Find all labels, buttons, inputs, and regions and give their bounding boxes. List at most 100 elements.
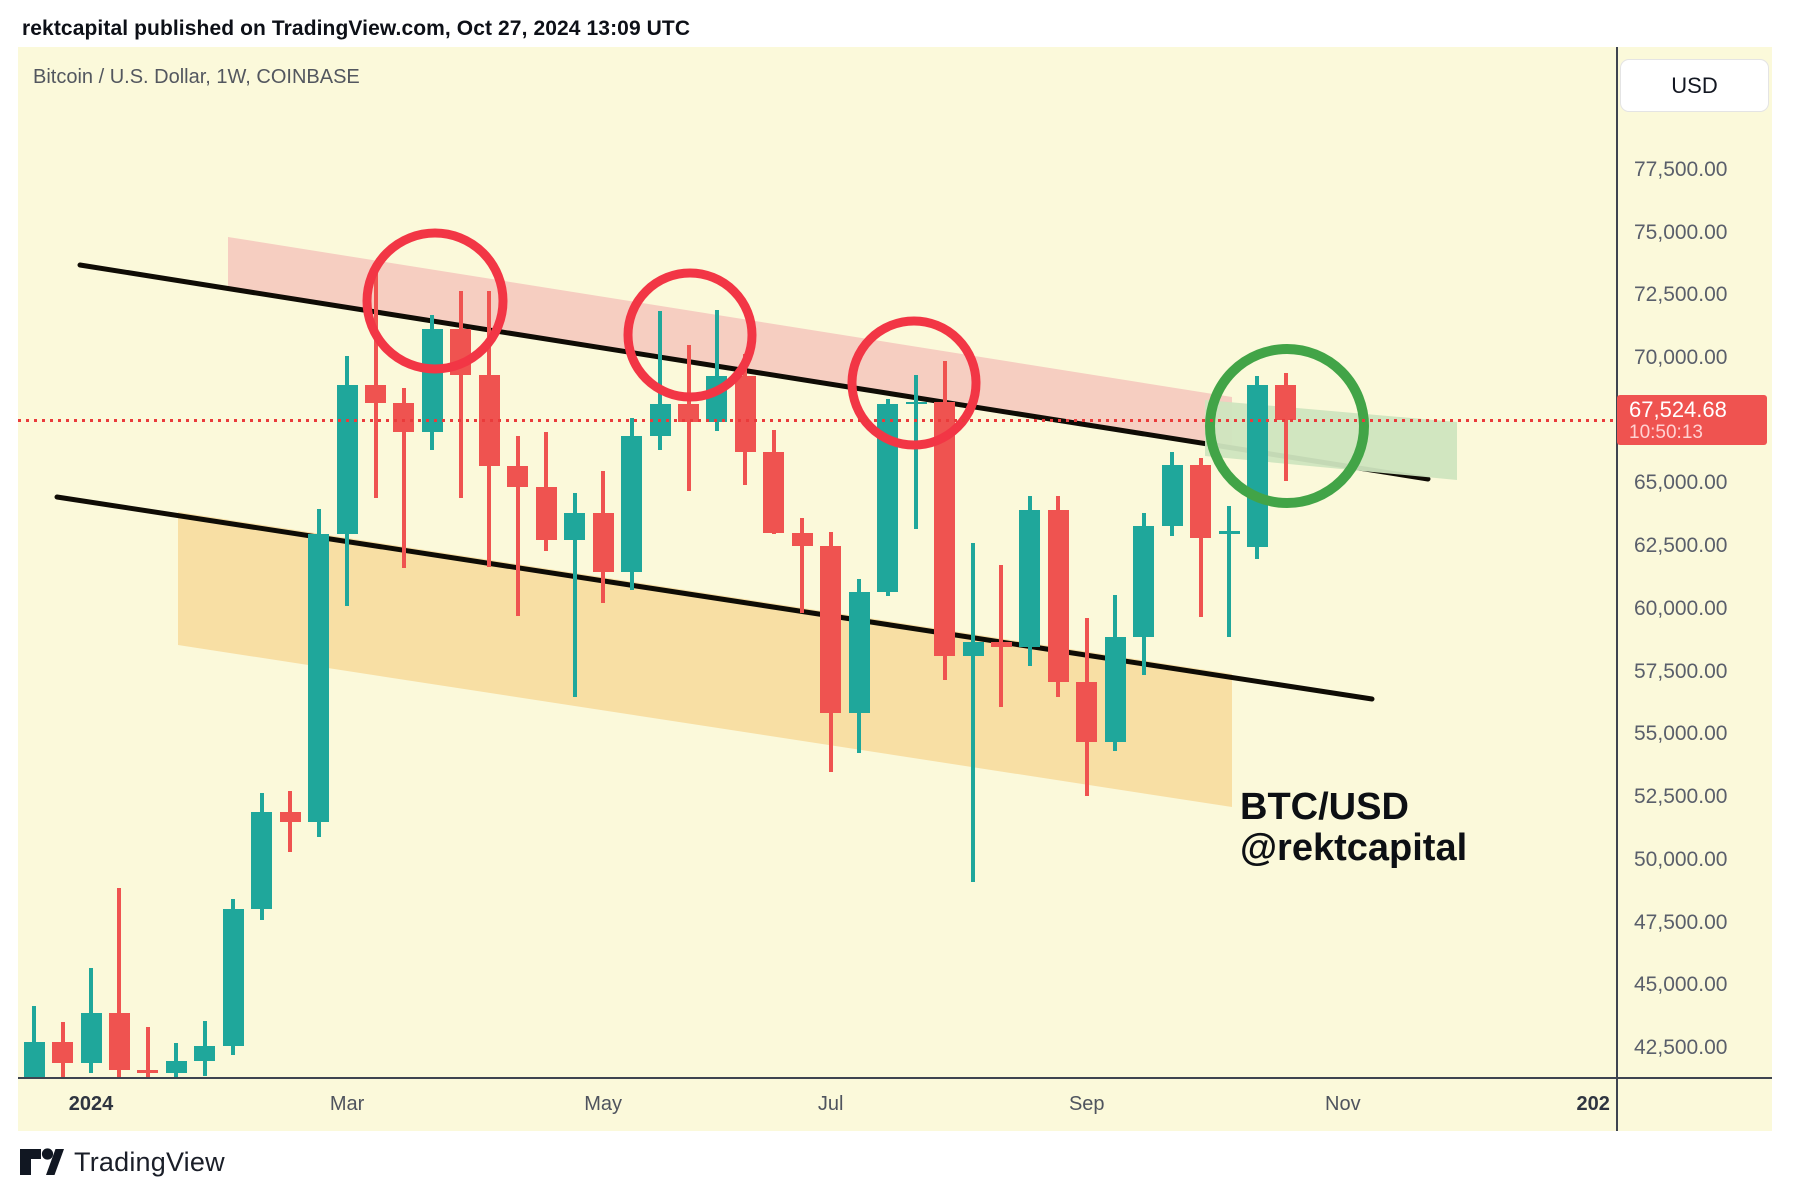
rejection-circle-2 xyxy=(623,268,757,402)
candle-wick-2024-05-20 xyxy=(658,310,662,450)
watermark-symbol: BTC/USD xyxy=(1240,786,1409,828)
price-tick-label: 57,500.00 xyxy=(1634,659,1728,683)
candle-body-2024-04-15 xyxy=(507,466,529,488)
price-tick-label: 47,500.00 xyxy=(1634,910,1728,934)
time-tick-label: Sep xyxy=(1068,1093,1105,1115)
price-tick-label: 62,500.00 xyxy=(1634,534,1728,558)
tradingview-brand-text: TradingView xyxy=(74,1146,225,1177)
last-price-label: 67,524.68 10:50:13 xyxy=(1617,395,1767,446)
watermark-handle: @rektcapital xyxy=(1240,827,1468,869)
candle-wick-2024-01-15 xyxy=(145,1026,150,1077)
candle-body-2024-09-23 xyxy=(1161,465,1183,527)
candle-wick-2024-06-03 xyxy=(714,309,719,431)
tradingview-logo-icon xyxy=(20,1148,64,1175)
tradingview-brand-link[interactable]: TradingView xyxy=(20,1146,225,1178)
candle-body-2024-01-29 xyxy=(194,1046,216,1061)
price-tick-label: 45,000.00 xyxy=(1634,973,1728,997)
candle-body-2024-09-02 xyxy=(1076,682,1098,743)
time-tick-label: Jul xyxy=(817,1093,844,1115)
candle-body-2024-10-14 xyxy=(1246,384,1268,548)
price-axis: 77,500.00 75,000.00 72,500.00 70,000.00 65,0… xyxy=(1618,47,1772,1077)
candle-body-2024-09-16 xyxy=(1133,526,1155,638)
time-tick-label: 2024 xyxy=(68,1093,114,1115)
candle-body-2024-03-11 xyxy=(365,385,386,403)
candle-body-2024-02-26 xyxy=(308,534,330,822)
candle-body-2024-01-01 xyxy=(80,1012,102,1064)
published-header: rektcapital published on TradingView.com… xyxy=(22,17,691,40)
candle-wick-2023-12-18 xyxy=(32,1006,37,1077)
time-axis-separator xyxy=(18,1077,1772,1079)
candle-body-2024-07-01 xyxy=(820,546,842,714)
breakout-circle xyxy=(1205,344,1369,508)
time-tick-label: May xyxy=(584,1093,622,1115)
candle-body-2024-03-04 xyxy=(336,385,358,534)
candle-body-2024-04-29 xyxy=(564,513,586,541)
candle-body-2024-08-26 xyxy=(1047,510,1069,683)
candle-body-2024-05-06 xyxy=(592,513,614,572)
price-tick-label: 70,000.00 xyxy=(1634,346,1728,370)
price-tick-label: 60,000.00 xyxy=(1634,596,1728,620)
candle-body-2024-10-21 xyxy=(1275,384,1297,421)
candle-body-2024-08-12 xyxy=(990,641,1012,648)
chart-title: Bitcoin / U.S. Dollar, 1W, COINBASE xyxy=(33,66,360,88)
candle-wick-2024-04-15 xyxy=(515,435,520,617)
candle-body-2023-12-25 xyxy=(52,1042,73,1064)
candle-wick-2024-03-11 xyxy=(373,263,378,498)
candle-body-2024-09-09 xyxy=(1104,637,1126,743)
candle-wick-2024-01-22 xyxy=(174,1043,179,1077)
candle-body-2024-04-22 xyxy=(535,487,557,541)
candle-wick-2024-08-05 xyxy=(971,543,975,883)
price-axis-separator xyxy=(1616,47,1618,1131)
annotation-circles-layer xyxy=(362,228,1369,508)
candle-body-2024-03-25 xyxy=(421,328,443,432)
time-tick-label: 202 xyxy=(1576,1093,1610,1115)
price-tick-label: 72,500.00 xyxy=(1634,283,1728,307)
channel-lower-trendline xyxy=(54,494,1375,702)
channel-upper-trendline xyxy=(77,262,1431,482)
currency-toggle-button[interactable]: USD xyxy=(1620,59,1769,112)
price-tick-label: 75,000.00 xyxy=(1634,220,1728,244)
price-tick-label: 55,000.00 xyxy=(1634,722,1728,746)
candle-wick-2024-04-29 xyxy=(572,493,577,697)
resistance-zone-band xyxy=(228,237,1232,448)
price-tick-label: 42,500.00 xyxy=(1634,1036,1728,1060)
watermark: BTC/USD @rektcapital xyxy=(1240,787,1467,869)
candle-wick-2024-10-07 xyxy=(1227,506,1231,638)
candle-wick-2024-09-30 xyxy=(1198,458,1203,617)
bar-close-countdown: 10:50:13 xyxy=(1629,421,1703,443)
price-tick-label: 50,000.00 xyxy=(1634,847,1728,871)
candle-body-2024-09-30 xyxy=(1190,465,1211,538)
candle-body-2024-06-24 xyxy=(791,533,813,547)
rejection-circle-3 xyxy=(847,316,981,450)
candle-body-2024-06-17 xyxy=(763,452,785,533)
candle-wick-2024-01-08 xyxy=(117,888,122,1077)
rejection-circle-1 xyxy=(362,228,508,374)
time-tick-label: Mar xyxy=(329,1093,365,1115)
candle-body-2024-07-15 xyxy=(877,404,899,592)
candle-body-2024-10-07 xyxy=(1218,531,1240,534)
chart-panel: BTC/USD @rektcapital Bitcoin / U.S. Doll… xyxy=(18,47,1772,1131)
candle-wick-2024-10-21 xyxy=(1283,372,1288,481)
candle-body-2024-07-08 xyxy=(848,591,870,713)
candle-body-2024-05-13 xyxy=(621,435,642,572)
candlestick-layer xyxy=(18,47,1616,1077)
candle-body-2024-02-05 xyxy=(222,909,244,1046)
candle-wick-2024-03-18 xyxy=(401,388,406,568)
candle-wick-2024-07-22 xyxy=(914,375,918,530)
candle-wick-2024-04-01 xyxy=(458,291,463,498)
candle-body-2024-01-15 xyxy=(137,1070,159,1074)
candle-body-2024-01-22 xyxy=(165,1060,187,1074)
candle-body-2024-02-12 xyxy=(251,811,273,909)
candle-body-2024-07-22 xyxy=(905,401,927,405)
candle-body-2024-03-18 xyxy=(393,402,415,432)
candle-body-2024-05-27 xyxy=(678,404,699,423)
price-tick-label: 65,000.00 xyxy=(1634,471,1728,495)
price-tick-label: 52,500.00 xyxy=(1634,785,1728,809)
support-zone-band xyxy=(178,512,1232,807)
last-price-value: 67,524.68 xyxy=(1629,396,1727,422)
candle-wick-2024-08-12 xyxy=(999,564,1004,707)
candle-body-2024-08-05 xyxy=(962,641,984,657)
last-price-dotted-line xyxy=(18,418,1616,422)
plot-area: BTC/USD @rektcapital xyxy=(18,47,1616,1077)
time-axis: 2024 Mar May Jul Sep Nov 202 xyxy=(18,1079,1616,1131)
